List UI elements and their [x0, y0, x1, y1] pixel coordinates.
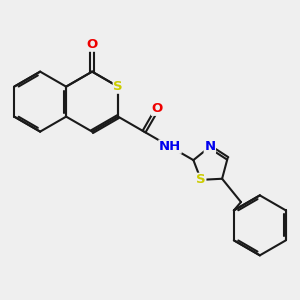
- Text: S: S: [113, 80, 123, 93]
- Text: N: N: [204, 140, 215, 153]
- Text: NH: NH: [159, 140, 181, 153]
- Text: O: O: [86, 38, 98, 51]
- Text: O: O: [152, 102, 163, 115]
- Text: S: S: [196, 173, 206, 186]
